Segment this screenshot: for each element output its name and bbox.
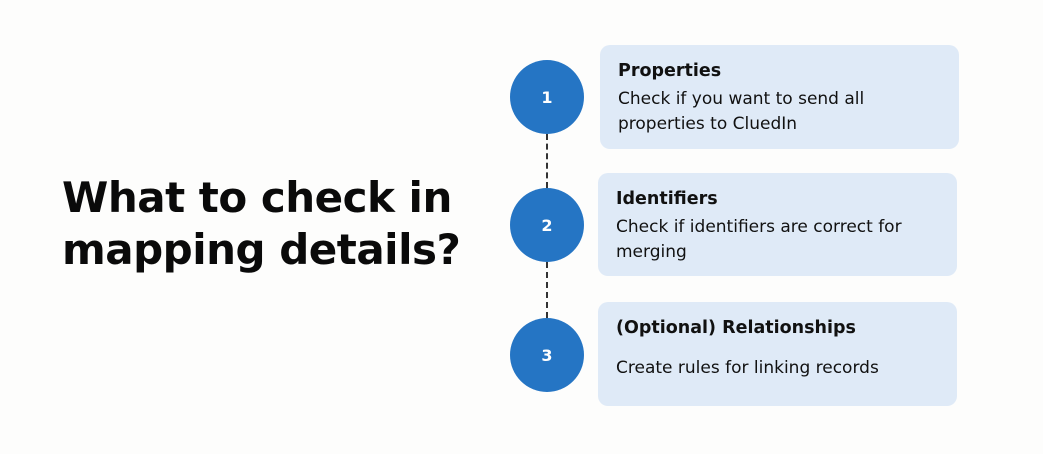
- page-title-line-1: What to check in: [62, 173, 452, 222]
- step-connector-1-2: [546, 134, 548, 188]
- step-1-number-badge: 1: [510, 60, 584, 134]
- step-2-number: 2: [541, 215, 553, 235]
- step-2-number-badge: 2: [510, 188, 584, 262]
- step-2-description: Check if identifiers are correct for mer…: [616, 217, 902, 262]
- step-3-title: (Optional) Relationships: [616, 318, 856, 338]
- step-1-card: Properties Check if you want to send all…: [600, 45, 959, 149]
- step-3-description: Create rules for linking records: [616, 358, 879, 378]
- step-1-description: Check if you want to send all properties…: [618, 89, 865, 134]
- step-1-number: 1: [541, 87, 553, 107]
- page-title-line-2: mapping details?: [62, 225, 461, 274]
- step-2-title: Identifiers: [616, 189, 718, 209]
- page-title: What to check in mapping details?: [62, 172, 482, 276]
- step-3-number: 3: [541, 345, 553, 365]
- step-connector-2-3: [546, 262, 548, 318]
- step-1-title: Properties: [618, 61, 722, 81]
- step-3-card: (Optional) Relationships Create rules fo…: [598, 302, 957, 406]
- step-3-number-badge: 3: [510, 318, 584, 392]
- step-2-card: Identifiers Check if identifiers are cor…: [598, 173, 957, 276]
